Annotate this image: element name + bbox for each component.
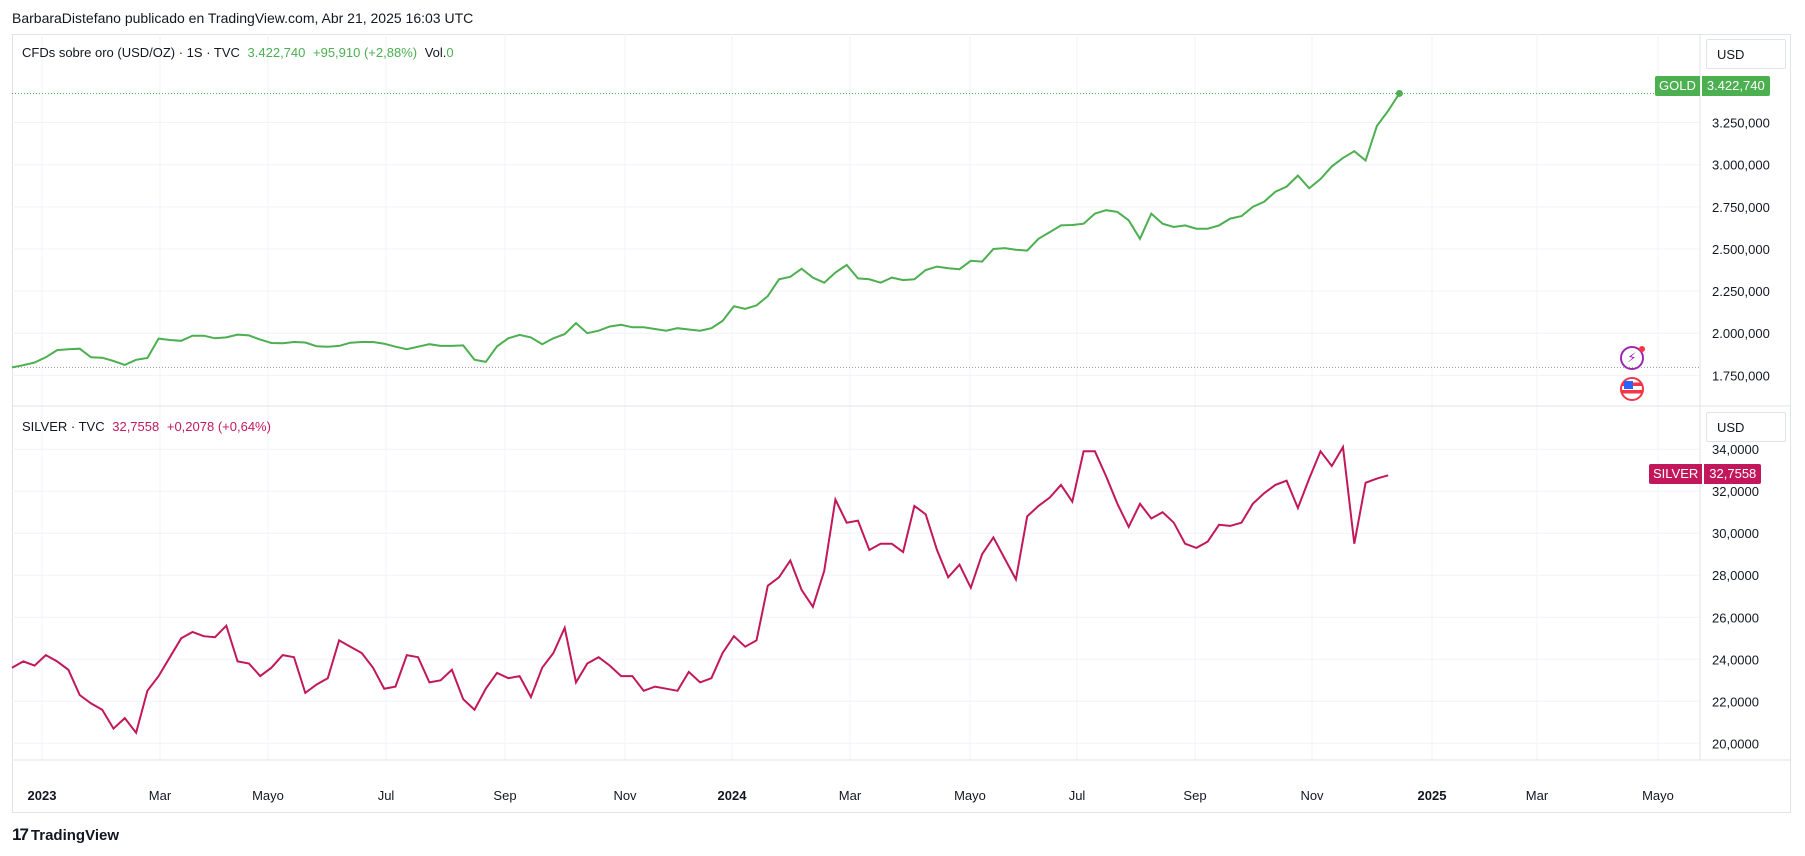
time-axis-label: Jul: [378, 788, 395, 803]
silver-price-axis: 20,0000 22,0000 24,0000 26,0000 28,0000 30,00…: [1712, 442, 1759, 751]
silver-change: +0,2078 (+0,64%): [166, 419, 271, 434]
publisher-header: BarbaraDistefano publicado en TradingVie…: [12, 10, 474, 26]
gold-tag-value: 3.422,740: [1701, 76, 1770, 96]
silver-price-tag: SILVER 32,7558: [1649, 464, 1762, 484]
silver-tag-name: SILVER: [1649, 464, 1703, 484]
silver-currency-button[interactable]: USD: [1706, 412, 1786, 442]
silver-last-price: 32,7558: [112, 419, 160, 434]
gold-price-label: 3.250,000: [1712, 116, 1770, 131]
silver-price-label: 30,0000: [1712, 526, 1759, 541]
time-axis-label: 2024: [718, 788, 748, 803]
silver-series-line: [11, 444, 1389, 736]
gold-price-axis: 1.750,000 2.000,000 2.250,000 2.500,000 2.75…: [1712, 116, 1770, 384]
gold-tag-name: GOLD: [1655, 76, 1700, 96]
time-axis-label: Nov: [1300, 788, 1324, 803]
gold-legend[interactable]: CFDs sobre oro (USD/OZ) · 1S · TVC 3.422…: [22, 45, 458, 60]
time-axis-label: Mar: [149, 788, 172, 803]
chart-frame: [12, 34, 1791, 813]
silver-price-label: 32,0000: [1712, 484, 1759, 499]
footer-brand-name: TradingView: [30, 826, 120, 844]
time-axis-label: Mayo: [954, 788, 986, 803]
gold-last-point: [1395, 89, 1403, 97]
gold-volume-label: Vol.: [424, 45, 447, 60]
silver-legend[interactable]: SILVER · TVC 32,7558 +0,2078 (+0,64%): [22, 419, 275, 434]
tradingview-logo-icon: 17: [12, 825, 29, 844]
price-chart[interactable]: 1.750,000 2.000,000 2.250,000 2.500,000 2.75…: [0, 0, 1805, 813]
gold-price-label: 3.000,000: [1712, 158, 1770, 173]
time-axis-label: Mayo: [1642, 788, 1674, 803]
flag-canton: [1624, 381, 1633, 389]
gold-currency-button[interactable]: USD: [1706, 39, 1786, 69]
gold-series-line: [11, 92, 1401, 369]
time-axis-label: Sep: [493, 788, 516, 803]
silver-price-label: 24,0000: [1712, 652, 1759, 667]
time-axis-label: Mayo: [252, 788, 284, 803]
gold-change: +95,910 (+2,88%): [313, 45, 418, 60]
gold-price-label: 2.250,000: [1712, 284, 1770, 299]
gold-price-label: 1.750,000: [1712, 368, 1770, 383]
event-notification-dot: [1639, 346, 1645, 352]
silver-tag-value: 32,7558: [1704, 464, 1762, 484]
gold-symbol-name: CFDs sobre oro (USD/OZ) · 1S · TVC: [22, 45, 240, 60]
time-axis-label: Mar: [839, 788, 862, 803]
time-axis-label: Nov: [613, 788, 637, 803]
gold-price-label: 2.750,000: [1712, 200, 1770, 215]
gold-reference-lines: [12, 92, 1700, 368]
silver-price-label: 20,0000: [1712, 736, 1759, 751]
time-axis-label: Mar: [1526, 788, 1549, 803]
silver-price-label: 22,0000: [1712, 694, 1759, 709]
time-axis-label: 2025: [1418, 788, 1447, 803]
gold-price-label: 2.500,000: [1712, 242, 1770, 257]
gold-last-price: 3.422,740: [247, 45, 306, 60]
time-axis-label: 2023: [28, 788, 57, 803]
gold-price-label: 2.000,000: [1712, 326, 1770, 341]
silver-price-label: 28,0000: [1712, 568, 1759, 583]
time-axis-label: Sep: [1183, 788, 1206, 803]
silver-price-label: 34,0000: [1712, 442, 1759, 457]
us-flag-event-icon[interactable]: [1620, 377, 1644, 401]
lightning-event-icon[interactable]: ⚡: [1620, 346, 1644, 370]
silver-price-label: 26,0000: [1712, 610, 1759, 625]
silver-symbol-name: SILVER · TVC: [22, 419, 105, 434]
gold-volume-value: 0: [446, 45, 454, 60]
gold-price-tag: GOLD 3.422,740: [1655, 76, 1770, 96]
time-axis: 2023 Mar Mayo Jul Sep Nov 2024 Mar Mayo Jul Sep Nov…: [28, 788, 1674, 803]
footer-brand[interactable]: 17 TradingView: [12, 825, 119, 845]
time-axis-label: Jul: [1069, 788, 1086, 803]
grid-lines: [12, 34, 1700, 760]
